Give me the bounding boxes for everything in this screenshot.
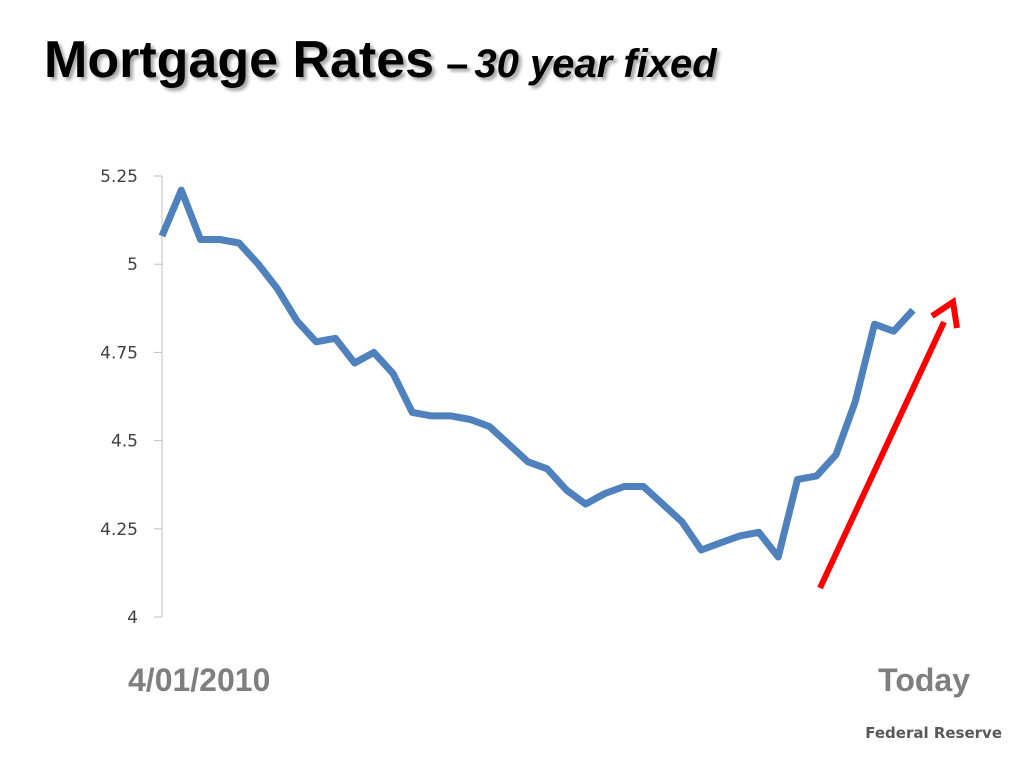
trend-arrow-shaft [817, 320, 947, 590]
slide-title: Mortgage Rates –30 year fixed [44, 30, 717, 90]
source-label: Federal Reserve [865, 724, 1002, 742]
y-tick-label: 4.25 [100, 520, 138, 540]
title-subtitle: 30 year fixed [474, 42, 717, 86]
y-tick-label: 4.5 [111, 432, 138, 452]
title-dash: – [446, 42, 469, 86]
y-tick-label: 5.25 [100, 167, 138, 187]
rate-series-line [158, 186, 916, 561]
y-tick-label: 4.75 [100, 343, 138, 363]
start-date-label: 4/01/2010 [128, 662, 271, 698]
end-date-label: Today [878, 662, 970, 698]
trend-arrow-head [930, 296, 960, 329]
y-tick-label: 5 [127, 255, 138, 275]
y-tick-label: 4 [127, 608, 138, 628]
title-main: Mortgage Rates [44, 31, 435, 89]
